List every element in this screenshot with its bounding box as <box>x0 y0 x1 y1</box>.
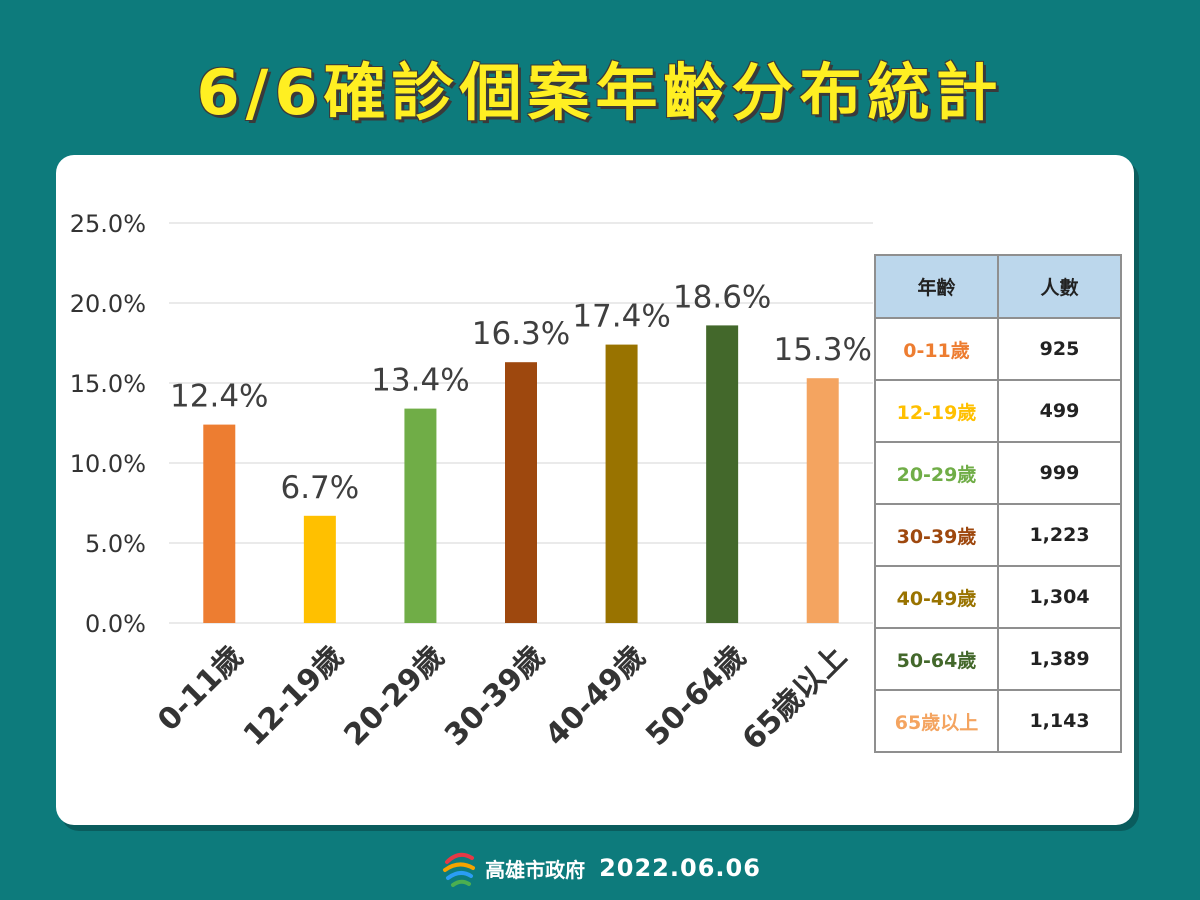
data-label: 18.6% <box>673 279 771 315</box>
footer-date: 2022.06.06 <box>599 854 761 882</box>
header-age: 年齡 <box>874 254 999 319</box>
page-title: 6/6確診個案年齡分布統計 <box>196 56 1004 129</box>
table-row: 65歲以上 1,143 <box>874 689 1122 753</box>
data-label: 16.3% <box>472 316 570 352</box>
footer-org: 高雄市政府 <box>485 857 586 882</box>
y-tick-label: 5.0% <box>85 530 146 558</box>
header-count: 人數 <box>997 254 1122 319</box>
data-label: 6.7% <box>280 470 359 506</box>
x-tick-label: 65歲以上 <box>736 639 854 757</box>
bar <box>505 362 537 623</box>
x-tick-label: 30-39歲 <box>438 639 552 753</box>
table-cell-count: 1,223 <box>997 503 1122 567</box>
table-body: 0-11歲 925 12-19歲 499 20-29歲 999 30-39歲 1,223 40-… <box>874 317 1122 753</box>
data-label: 17.4% <box>572 299 670 335</box>
y-tick-label: 15.0% <box>70 370 146 398</box>
y-tick-label: 0.0% <box>85 610 146 638</box>
table-row: 0-11歲 925 <box>874 317 1122 381</box>
y-tick-label: 20.0% <box>70 290 146 318</box>
table-cell-age: 12-19歲 <box>874 379 999 443</box>
bar <box>303 515 336 623</box>
table-cell-count: 499 <box>997 379 1122 443</box>
table-row: 20-29歲 999 <box>874 441 1122 505</box>
x-tick-label: 40-49歲 <box>539 639 653 753</box>
table-cell-count: 999 <box>997 441 1122 505</box>
table-cell-age: 20-29歲 <box>874 441 999 505</box>
bar <box>806 378 839 623</box>
bar-chart: 0.0% 5.0% 10.0% 15.0% 20.0% 25.0% 12.4% 0-11歲 6.… <box>70 210 873 757</box>
x-tick-label: 20-29歲 <box>338 639 452 753</box>
bar <box>203 424 236 623</box>
table-row: 40-49歲 1,304 <box>874 565 1122 629</box>
footer: 高雄市政府 2022.06.06 <box>0 848 1200 888</box>
table-cell-age: 40-49歲 <box>874 565 999 629</box>
bar <box>706 325 739 623</box>
table-cell-count: 1,143 <box>997 689 1122 753</box>
x-tick-label: 12-19歲 <box>237 639 351 753</box>
data-label: 15.3% <box>773 332 871 368</box>
bar <box>404 408 437 623</box>
bar <box>605 344 638 623</box>
table-row: 12-19歲 499 <box>874 379 1122 443</box>
table-cell-count: 1,389 <box>997 627 1122 691</box>
table-row: 50-64歲 1,389 <box>874 627 1122 691</box>
table-cell-age: 0-11歲 <box>874 317 999 381</box>
table-row: 30-39歲 1,223 <box>874 503 1122 567</box>
data-label: 13.4% <box>371 363 469 399</box>
x-tick-label: 0-11歲 <box>151 639 250 738</box>
table-cell-age: 30-39歲 <box>874 503 999 567</box>
count-table: 年齡 人數 0-11歲 925 12-19歲 499 20-29歲 999 30-39歲 1,… <box>874 254 1122 753</box>
table-header-row: 年齡 人數 <box>874 254 1122 319</box>
y-tick-label: 25.0% <box>70 210 146 238</box>
data-label: 12.4% <box>170 379 268 415</box>
table-cell-count: 1,304 <box>997 565 1122 629</box>
table-cell-age: 65歲以上 <box>874 689 999 753</box>
y-tick-label: 10.0% <box>70 450 146 478</box>
kaohsiung-logo-icon <box>443 852 476 887</box>
table-cell-count: 925 <box>997 317 1122 381</box>
table-cell-age: 50-64歲 <box>874 627 999 691</box>
x-tick-label: 50-64歲 <box>639 639 753 753</box>
